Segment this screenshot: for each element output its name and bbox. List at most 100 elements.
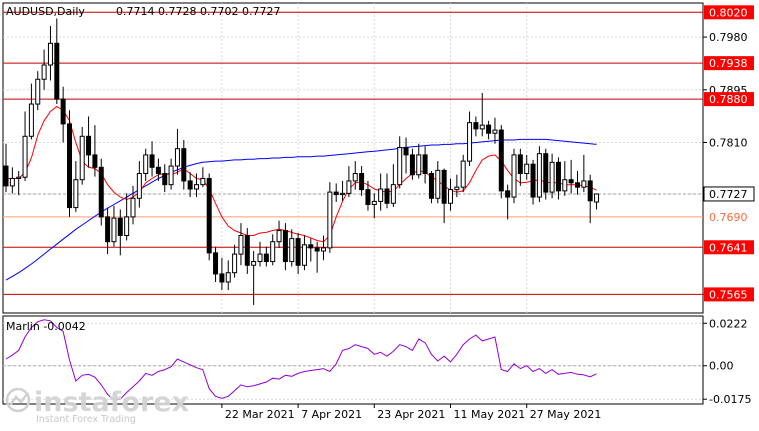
watermark-tagline: Instant Forex Trading [36,414,136,425]
time-tick-label: 22 Mar 2021 [225,408,295,421]
candle [492,117,498,144]
candle-body [517,154,523,174]
candle [371,193,377,219]
candle-body [448,189,453,204]
candle-body [282,230,288,263]
candle [263,246,269,267]
oscillator-tick-label: 0.00 [709,360,734,373]
candle [28,83,34,140]
candle-body [549,161,555,193]
candle [441,168,447,224]
ma-fast-line [6,105,597,243]
oscillator-panel: 0.0222 0.00 -0.0175 Marlin -0.0042 [2,315,751,406]
candle [448,178,453,211]
candle-body [498,129,504,192]
candle-body [130,197,136,218]
candle-body [98,166,104,218]
candle [321,235,326,261]
candle [98,158,104,226]
candle [79,127,85,185]
candle [467,111,473,167]
candle [327,182,333,253]
candle-body [371,200,377,205]
candle [238,223,244,266]
candle-body [365,189,371,205]
candle-body [441,169,447,204]
candle [270,234,276,266]
candle-body [384,188,390,204]
price-level-label: 0.7641 [709,241,748,254]
candle-body [22,135,28,178]
candle-body [244,235,250,266]
price-level-label-box [704,5,754,20]
candle [435,161,441,204]
candle-body [124,216,130,236]
candle [352,161,358,190]
time-tick-label: 11 May 2021 [454,408,526,421]
candle [378,173,384,211]
candle-body [346,180,352,194]
candle [594,193,600,210]
candle [206,173,212,261]
price-level-label: 0.7565 [709,288,748,301]
candle-body [111,217,117,243]
candle [9,167,15,194]
candle [517,148,523,186]
candle [575,171,580,195]
candle-body [530,163,536,198]
candle-body [206,177,212,254]
candle [549,153,555,199]
candle [41,49,47,90]
candle-body [460,160,466,188]
candle [225,260,231,291]
candle-body [587,180,593,202]
candle [555,157,561,200]
candle [73,161,79,212]
candle-body [149,154,155,168]
candle-body [257,253,263,263]
candle-body [117,217,123,236]
candle [289,229,295,267]
price-level-label-box [704,240,754,255]
candle [155,158,161,181]
oscillator-lines [3,319,703,401]
candle [416,143,422,179]
instaforex-logo-icon [5,387,31,413]
candle-body [416,154,422,176]
candle [213,246,219,282]
candle [587,174,593,224]
candle [130,185,136,225]
candle [530,159,536,205]
candle-body [575,182,580,188]
price-level-label: 0.7727 [709,188,748,201]
candle-body [174,148,180,167]
candle-body [454,186,460,191]
candle-body [251,261,257,266]
candle [181,140,187,190]
price-level-label-box [704,56,754,71]
candle [22,111,28,181]
candle-body [543,153,549,193]
candle [162,164,168,193]
candle-body [263,253,269,263]
level-lines [3,11,703,295]
candle [505,184,511,220]
candle [111,205,117,247]
candle-body [409,154,415,176]
candle-body [213,252,219,275]
candle-body [422,154,428,174]
candle [257,241,263,267]
candle [301,235,307,271]
ohlc-label: 0.7714 0.7728 0.7702 0.7727 [116,5,280,18]
price-axis: 0.79800.78950.78100.75650.80200.79380.78… [703,5,755,302]
candle-body [390,184,396,204]
oscillator-line [5,319,597,401]
candle [244,228,250,274]
candle [67,110,72,217]
candle [124,193,130,241]
candle-body [187,180,193,190]
price-level-label: 0.7938 [709,57,748,70]
oscillator-axis: 0.0222 0.00 -0.0175 [703,317,751,406]
moving-averages [5,105,597,281]
